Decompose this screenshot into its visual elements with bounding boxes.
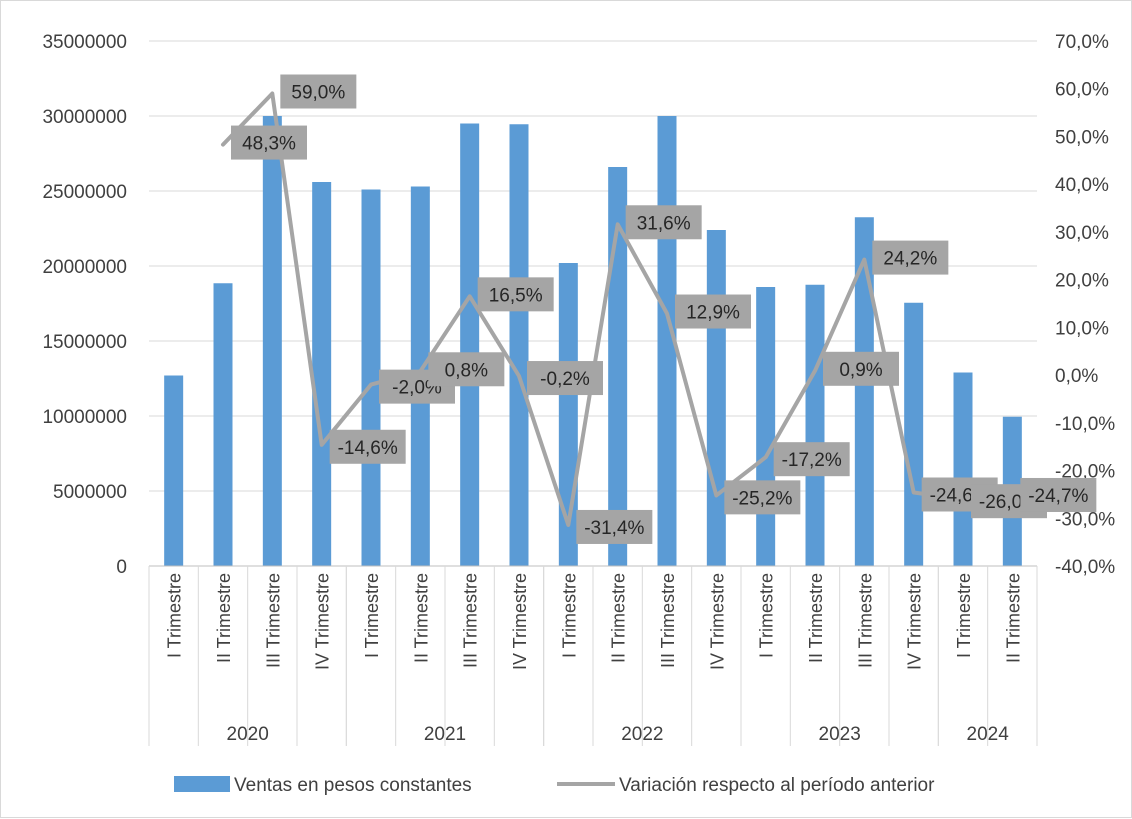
category-label: II Trimestre [806,573,826,663]
data-label-box [872,240,949,275]
y-right-tick-label: 0,0% [1055,366,1098,387]
year-label: 2021 [424,724,466,745]
data-label-box [527,361,603,396]
category-label: I Trimestre [954,573,974,658]
data-label-box [280,74,357,109]
category-label: I Trimestre [165,573,185,658]
legend-label-bars: Ventas en pesos constantes [234,775,472,796]
year-label: 2024 [967,724,1010,745]
category-label: I Trimestre [559,573,579,658]
data-label-box [329,429,406,464]
bar [706,230,726,566]
data-label-box [576,509,653,544]
data-label-box [1020,477,1097,512]
data-label-box [625,205,702,240]
category-label: IV Trimestre [313,573,333,670]
bar [854,217,874,566]
bar [756,287,776,566]
legend-swatch-bars [174,776,230,792]
y-left-tick-label: 30000000 [42,107,127,128]
y-right-tick-label: 30,0% [1055,223,1109,244]
data-label-box [823,351,899,386]
y-left-tick-label: 5000000 [53,482,127,503]
bar [312,182,332,566]
category-label: III Trimestre [658,573,678,668]
data-label-box [773,442,850,477]
bar [509,124,529,566]
y-left-tick-label: 35000000 [42,32,127,53]
category-label: II Trimestre [214,573,234,663]
category-label: II Trimestre [411,573,431,663]
data-label: 24,2% [883,249,937,270]
y-right-tick-label: -10,0% [1055,414,1115,435]
category-label: III Trimestre [855,573,875,668]
data-label: -14,6% [338,438,398,459]
category-label: II Trimestre [609,573,629,663]
data-label: 0,8% [445,360,488,381]
legend-label-line: Variación respecto al período anterior [619,775,935,796]
data-label-box [477,277,554,312]
y-left-tick-label: 25000000 [42,182,127,203]
data-label: -31,4% [584,518,644,539]
year-label: 2023 [819,724,861,745]
y-left-tick-label: 0 [116,557,127,578]
bar [805,284,825,566]
y-right-tick-label: -20,0% [1055,462,1115,483]
y-right-tick-label: -40,0% [1055,557,1115,578]
data-label: 48,3% [242,134,296,155]
data-label: -24,7% [1028,486,1088,507]
y-right-tick-label: 10,0% [1055,318,1109,339]
data-label: 59,0% [291,83,345,104]
data-label: 12,9% [686,303,740,324]
bar [953,372,973,566]
data-label-box [724,480,801,515]
y-left-tick-label: 15000000 [42,332,127,353]
bar [213,283,233,566]
category-label: I Trimestre [757,573,777,658]
data-label: 31,6% [637,213,691,234]
category-label: II Trimestre [1003,573,1023,663]
category-label: IV Trimestre [905,573,925,670]
category-label: III Trimestre [263,573,283,668]
data-label: 16,5% [489,285,543,306]
bar [608,167,628,566]
data-label: -25,2% [732,488,792,509]
year-label: 2022 [621,724,663,745]
data-label: -17,2% [782,450,842,471]
y-right-tick-label: -30,0% [1055,509,1115,530]
bar [262,116,282,566]
data-label-box [231,125,307,160]
category-label: IV Trimestre [707,573,727,670]
variation-line [221,91,1015,527]
data-label: 0,9% [839,360,882,381]
bar [361,189,381,566]
data-label: -0,2% [540,369,590,390]
data-label-box [675,294,751,329]
bar [904,302,924,566]
category-label: I Trimestre [362,573,382,658]
y-left-tick-label: 10000000 [42,407,127,428]
y-left-tick-label: 20000000 [42,257,127,278]
y-right-tick-label: 20,0% [1055,271,1109,292]
category-label: III Trimestre [461,573,481,668]
year-label: 2020 [227,724,269,745]
y-right-tick-label: 70,0% [1055,32,1109,53]
data-label-box [428,352,505,387]
y-right-tick-label: 60,0% [1055,80,1109,101]
category-label: IV Trimestre [510,573,530,670]
y-right-tick-label: 50,0% [1055,127,1109,148]
bar [164,375,184,566]
y-right-tick-label: 40,0% [1055,175,1109,196]
bar [460,123,480,566]
